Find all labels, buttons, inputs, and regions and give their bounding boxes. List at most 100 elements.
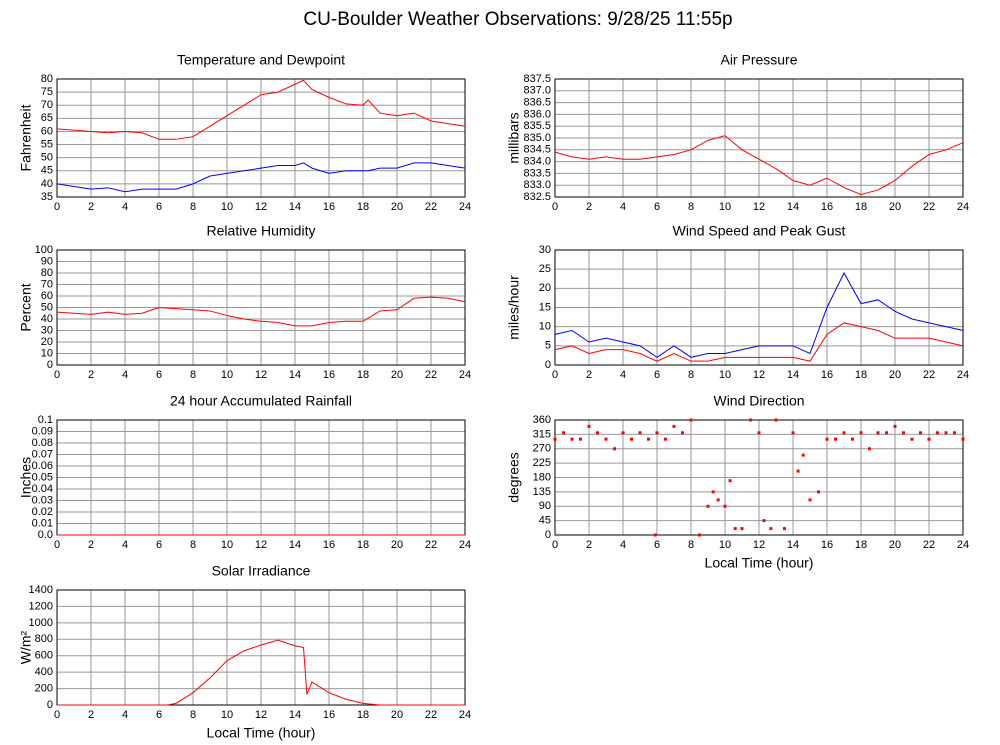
chart-title: Temperature and Dewpoint: [177, 52, 345, 68]
x-tick-label: 6: [654, 539, 660, 551]
plot-frame: [554, 78, 964, 198]
data-point: [630, 437, 633, 441]
data-point: [664, 437, 667, 441]
x-tick-label: 2: [88, 709, 94, 721]
y-tick-label: 833.0: [523, 179, 551, 191]
data-point: [638, 431, 642, 435]
x-tick-label: 14: [289, 539, 301, 551]
y-tick-label: 75: [41, 86, 53, 98]
data-point: [762, 519, 766, 523]
y-tick-label: 200: [35, 682, 53, 694]
x-tick-label: 22: [923, 539, 935, 551]
y-tick-label: 1000: [29, 617, 53, 629]
x-tick-label: 14: [289, 709, 301, 721]
y-tick-label: 0.0: [38, 529, 53, 541]
y-tick-label: 1200: [29, 600, 53, 612]
x-tick-label: 24: [459, 709, 471, 721]
y-tick-label: 40: [41, 178, 53, 190]
x-tick-label: 20: [889, 201, 901, 213]
x-tick-label: 18: [357, 201, 369, 213]
x-tick-label: 4: [620, 539, 626, 551]
x-tick-label: 8: [688, 201, 694, 213]
data-point: [927, 437, 931, 441]
data-point: [698, 533, 701, 537]
y-tick-label: 10: [539, 321, 551, 333]
x-tick-label: 4: [620, 369, 626, 381]
x-tick-label: 6: [156, 539, 162, 551]
data-point: [711, 490, 715, 494]
data-point: [681, 431, 684, 435]
x-tick-label: 8: [688, 539, 694, 551]
x-tick-label: 2: [88, 369, 94, 381]
x-tick-label: 2: [586, 539, 592, 551]
y-tick-label: 832.5: [523, 191, 551, 203]
x-tick-label: 22: [425, 201, 437, 213]
x-tick-label: 0: [54, 201, 60, 213]
data-point: [728, 479, 732, 483]
x-tick-label: 6: [654, 201, 660, 213]
x-tick-label: 18: [855, 201, 867, 213]
y-tick-label: 70: [41, 278, 53, 290]
y-tick-label: 5: [545, 340, 551, 352]
data-point: [808, 498, 812, 502]
data-line: [56, 79, 466, 140]
x-tick-label: 0: [54, 709, 60, 721]
data-point: [604, 437, 608, 441]
y-tick-label: 0.02: [32, 506, 53, 518]
y-tick-label: 315: [533, 428, 551, 440]
y-tick-label: 55: [41, 138, 53, 150]
plot-frame: [554, 419, 964, 536]
x-tick-label: 10: [719, 369, 731, 381]
y-axis-label: degrees: [506, 452, 522, 503]
y-tick-label: 65: [41, 112, 53, 124]
data-point: [902, 431, 905, 435]
y-tick-label: 0.03: [32, 494, 53, 506]
y-tick-label: 0.09: [32, 425, 53, 437]
data-point: [757, 431, 761, 435]
x-tick-label: 20: [391, 539, 403, 551]
y-tick-label: 180: [533, 471, 551, 483]
x-tick-label: 10: [221, 201, 233, 213]
y-tick-label: 25: [539, 263, 551, 275]
x-tick-label: 0: [54, 539, 60, 551]
chart-title: Air Pressure: [720, 52, 797, 68]
y-tick-label: 0: [545, 529, 551, 541]
data-point: [733, 527, 737, 531]
x-tick-label: 12: [255, 539, 267, 551]
x-tick-label: 2: [586, 369, 592, 381]
y-tick-label: 837.0: [523, 85, 551, 97]
y-tick-label: 0: [47, 359, 53, 371]
x-tick-label: 20: [889, 539, 901, 551]
y-tick-label: 1400: [29, 584, 53, 596]
x-tick-label: 6: [654, 369, 660, 381]
x-tick-label: 12: [753, 539, 765, 551]
data-point: [716, 498, 720, 502]
y-tick-label: 15: [539, 301, 551, 313]
y-tick-label: 20: [539, 282, 551, 294]
x-tick-label: 22: [425, 539, 437, 551]
y-tick-label: 833.5: [523, 167, 551, 179]
data-line: [554, 322, 964, 362]
x-tick-label: 24: [957, 201, 969, 213]
y-tick-label: 20: [41, 336, 53, 348]
data-point: [579, 437, 582, 441]
x-tick-label: 12: [255, 709, 267, 721]
y-tick-label: 270: [533, 443, 551, 455]
x-tick-label: 4: [122, 539, 128, 551]
data-point: [817, 490, 820, 494]
x-tick-label: 22: [425, 369, 437, 381]
data-point: [796, 469, 800, 473]
y-tick-label: 50: [41, 301, 53, 313]
y-tick-label: 0.1: [38, 414, 53, 426]
x-tick-label: 18: [855, 539, 867, 551]
x-tick-label: 8: [688, 369, 694, 381]
x-tick-label: 16: [323, 539, 335, 551]
data-point: [647, 437, 650, 441]
y-tick-label: 0: [47, 699, 53, 711]
y-tick-label: 45: [539, 515, 551, 527]
y-tick-label: 0: [545, 359, 551, 371]
x-tick-label: 4: [122, 201, 128, 213]
y-tick-label: 837.5: [523, 73, 551, 85]
y-axis-label: Percent: [18, 283, 34, 331]
